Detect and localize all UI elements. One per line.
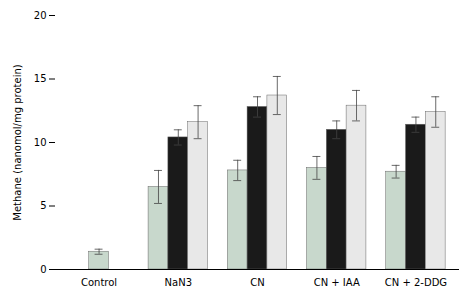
- svg-text:20: 20: [34, 10, 47, 21]
- svg-text:CN: CN: [250, 277, 264, 288]
- svg-text:0: 0: [40, 264, 46, 275]
- svg-text:Methane (nanomol/mg protein): Methane (nanomol/mg protein): [12, 64, 23, 220]
- svg-text:Control: Control: [81, 277, 117, 288]
- svg-text:NaN3: NaN3: [165, 277, 192, 288]
- svg-text:5: 5: [40, 200, 46, 211]
- svg-text:CN + IAA: CN + IAA: [314, 277, 360, 288]
- svg-text:15: 15: [34, 73, 47, 84]
- svg-text:10: 10: [34, 137, 47, 148]
- svg-text:CN + 2-DDG: CN + 2-DDG: [385, 277, 447, 288]
